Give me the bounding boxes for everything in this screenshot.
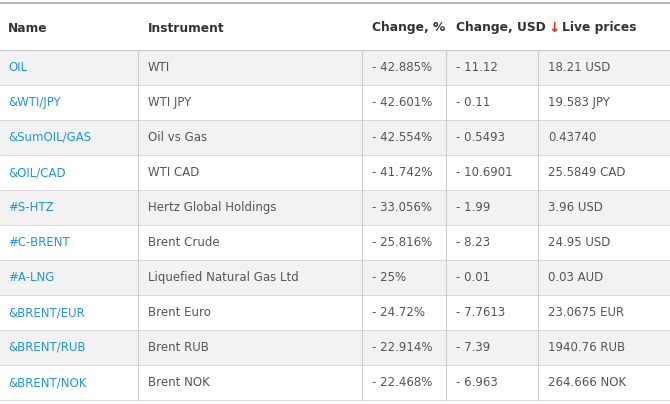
- Text: - 41.742%: - 41.742%: [372, 166, 433, 179]
- Text: - 10.6901: - 10.6901: [456, 166, 513, 179]
- Text: WTI JPY: WTI JPY: [148, 96, 191, 109]
- Text: - 25%: - 25%: [372, 271, 406, 284]
- Text: WTI CAD: WTI CAD: [148, 166, 200, 179]
- Bar: [0, 330, 670, 365]
- Text: Live prices: Live prices: [562, 21, 636, 34]
- Text: Oil vs Gas: Oil vs Gas: [148, 131, 207, 144]
- Text: Change, %: Change, %: [372, 21, 446, 34]
- Text: 0.03 AUD: 0.03 AUD: [548, 271, 603, 284]
- Text: 0.43740: 0.43740: [548, 131, 596, 144]
- Bar: [0, 295, 670, 330]
- Text: - 7.7613: - 7.7613: [456, 306, 505, 319]
- Text: - 42.885%: - 42.885%: [372, 61, 432, 74]
- Text: 19.583 JPY: 19.583 JPY: [548, 96, 610, 109]
- Text: - 42.601%: - 42.601%: [372, 96, 432, 109]
- Text: - 42.554%: - 42.554%: [372, 131, 432, 144]
- Text: Change, USD: Change, USD: [456, 21, 546, 34]
- Text: &WTI/JPY: &WTI/JPY: [8, 96, 60, 109]
- Text: &SumOIL/GAS: &SumOIL/GAS: [8, 131, 91, 144]
- Text: - 22.914%: - 22.914%: [372, 341, 433, 354]
- Text: 1940.76 RUB: 1940.76 RUB: [548, 341, 625, 354]
- Text: &BRENT/RUB: &BRENT/RUB: [8, 341, 86, 354]
- Text: Instrument: Instrument: [148, 21, 224, 34]
- Text: - 11.12: - 11.12: [456, 61, 498, 74]
- Text: - 33.056%: - 33.056%: [372, 201, 432, 214]
- Text: Name: Name: [8, 21, 48, 34]
- Text: #C-BRENT: #C-BRENT: [8, 236, 70, 249]
- Text: 264.666 NOK: 264.666 NOK: [548, 376, 626, 389]
- Text: Brent NOK: Brent NOK: [148, 376, 210, 389]
- Text: &BRENT/EUR: &BRENT/EUR: [8, 306, 84, 319]
- Bar: [0, 260, 670, 295]
- Text: Brent Euro: Brent Euro: [148, 306, 211, 319]
- Text: 18.21 USD: 18.21 USD: [548, 61, 610, 74]
- Bar: [0, 3, 670, 50]
- Bar: [0, 190, 670, 225]
- Text: #A-LNG: #A-LNG: [8, 271, 54, 284]
- Text: 25.5849 CAD: 25.5849 CAD: [548, 166, 626, 179]
- Text: &BRENT/NOK: &BRENT/NOK: [8, 376, 86, 389]
- Text: 24.95 USD: 24.95 USD: [548, 236, 610, 249]
- Text: Brent RUB: Brent RUB: [148, 341, 209, 354]
- Text: Liquefied Natural Gas Ltd: Liquefied Natural Gas Ltd: [148, 271, 299, 284]
- Text: WTI: WTI: [148, 61, 170, 74]
- Bar: [0, 120, 670, 155]
- Text: 3.96 USD: 3.96 USD: [548, 201, 603, 214]
- Text: - 0.01: - 0.01: [456, 271, 490, 284]
- Text: - 0.11: - 0.11: [456, 96, 490, 109]
- Bar: [0, 50, 670, 85]
- Text: - 6.963: - 6.963: [456, 376, 498, 389]
- Bar: [0, 85, 670, 120]
- Text: - 7.39: - 7.39: [456, 341, 490, 354]
- Text: Hertz Global Holdings: Hertz Global Holdings: [148, 201, 277, 214]
- Text: - 22.468%: - 22.468%: [372, 376, 432, 389]
- Text: ↓: ↓: [548, 21, 559, 35]
- Text: &OIL/CAD: &OIL/CAD: [8, 166, 66, 179]
- Text: - 25.816%: - 25.816%: [372, 236, 432, 249]
- Text: Brent Crude: Brent Crude: [148, 236, 220, 249]
- Bar: [0, 155, 670, 190]
- Text: - 8.23: - 8.23: [456, 236, 490, 249]
- Text: - 0.5493: - 0.5493: [456, 131, 505, 144]
- Text: - 24.72%: - 24.72%: [372, 306, 425, 319]
- Text: 23.0675 EUR: 23.0675 EUR: [548, 306, 624, 319]
- Bar: [0, 365, 670, 400]
- Bar: [0, 225, 670, 260]
- Text: #S-HTZ: #S-HTZ: [8, 201, 54, 214]
- Text: - 1.99: - 1.99: [456, 201, 490, 214]
- Text: OIL: OIL: [8, 61, 27, 74]
